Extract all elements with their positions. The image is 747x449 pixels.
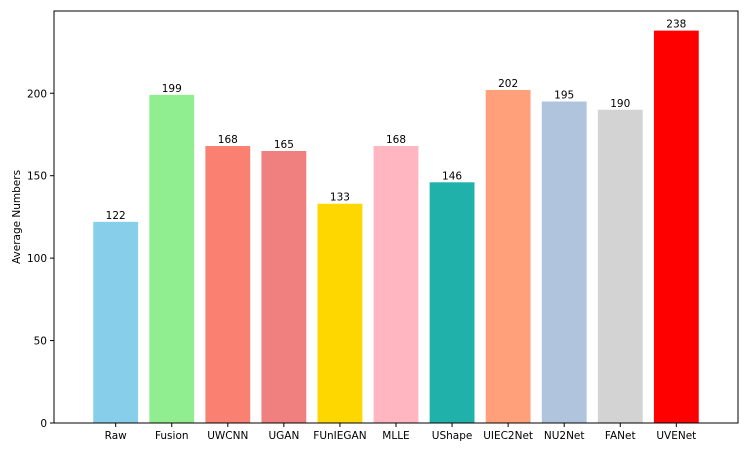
bar-value-label: 168: [386, 134, 406, 146]
x-tick-label: UWCNN: [207, 430, 248, 442]
bar-fusion: [149, 94, 195, 424]
bar-value-label: 199: [162, 83, 182, 95]
y-tick-label: 150: [27, 171, 47, 183]
bar-value-label: 202: [498, 78, 518, 90]
bar-raw: [93, 221, 139, 423]
bar-value-label: 146: [442, 170, 462, 182]
bar-value-label: 168: [218, 134, 238, 146]
x-tick-label: FANet: [605, 430, 636, 442]
y-tick-label: 50: [34, 336, 47, 348]
y-tick-label: 100: [27, 253, 47, 265]
bar-fanet: [597, 109, 643, 423]
bar-funiegan: [317, 203, 363, 423]
x-tick-label: NU2Net: [544, 430, 585, 442]
bar-value-label: 238: [666, 19, 686, 31]
bar-value-label: 122: [106, 210, 126, 222]
bar-nu2net: [541, 101, 587, 423]
bar-value-label: 133: [330, 192, 350, 204]
bar-uiec2net: [485, 89, 531, 423]
x-tick-label: Raw: [105, 430, 127, 442]
y-tick-label: 200: [27, 88, 47, 100]
x-tick-label: UVENet: [656, 430, 696, 442]
x-tick-label: Fusion: [155, 430, 189, 442]
bar-value-label: 195: [554, 90, 574, 102]
x-axis-ticks: Raw Fusion UWCNN UGAN FUnIEGAN MLLE UShape UIEC…: [105, 423, 696, 442]
x-tick-label: UGAN: [268, 430, 299, 442]
x-tick-label: UShape: [432, 430, 473, 442]
bar-value-label: 165: [274, 139, 294, 151]
x-tick-label: UIEC2Net: [483, 430, 533, 442]
bar-ugan: [261, 150, 307, 423]
bar-uvenet: [653, 30, 699, 423]
bar-value-labels: 122 199 168 165 133 168 146 202 195 190 238: [106, 19, 687, 222]
y-axis-ticks: 0 50 100 150 200: [27, 88, 54, 430]
bar-ushape: [429, 182, 475, 423]
bars-layer: [93, 30, 699, 424]
bar-value-label: 190: [610, 98, 630, 110]
y-axis-label: Average Numbers: [11, 170, 23, 264]
y-tick-label: 0: [40, 418, 47, 430]
x-tick-label: FUnIEGAN: [313, 430, 366, 442]
x-tick-label: MLLE: [382, 430, 409, 442]
bar-mlle: [373, 146, 419, 423]
bar-uwcnn: [205, 146, 251, 423]
